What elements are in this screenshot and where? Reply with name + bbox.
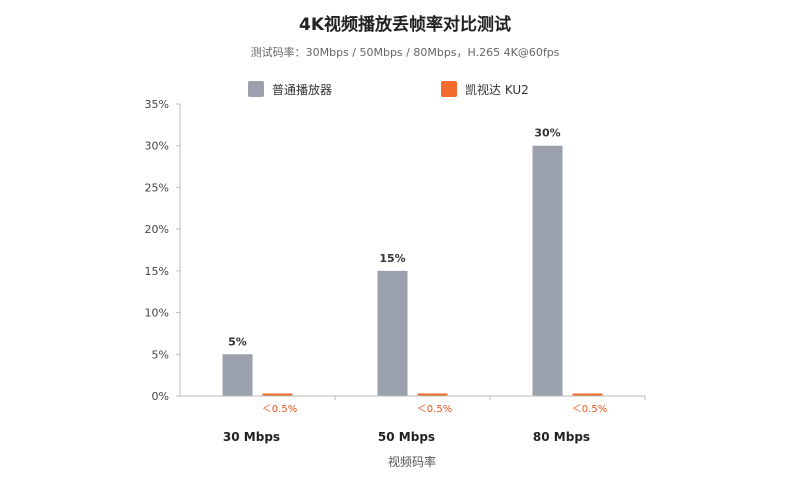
y-axis: 0% 5% 10% 15% 20% 25% 30% 35% [145,98,181,403]
legend-swatch-series-1 [248,81,264,97]
bar-series-1 [532,145,563,396]
x-tick-label: 30 Mbps [223,430,280,444]
bar-series-1 [222,354,253,396]
data-label-series-2: ＜0.5% [417,404,452,415]
y-tick-label: 35% [145,98,169,111]
legend-label-series-2: 凯视达 KU2 [465,82,529,97]
chart-title: 4K视频播放丢帧率对比测试 [299,14,511,35]
data-label-series-1: 30% [534,127,560,140]
bars: 5% ＜0.5% 15% ＜0.5% 30% ＜0.5% [222,127,607,415]
y-tick-label: 15% [145,265,169,278]
chart-subtitle: 测试码率：30Mbps / 50Mbps / 80Mbps，H.265 4K@6… [251,45,560,59]
legend: 普通播放器 凯视达 KU2 [248,81,529,97]
y-tick-label: 0% [152,390,169,403]
bar-series-2 [262,393,293,396]
x-axis: 30 Mbps 50 Mbps 80 Mbps [180,395,646,444]
y-tick-label: 5% [152,348,169,361]
data-label-series-2: ＜0.5% [262,404,297,415]
x-tick-label: 80 Mbps [533,430,590,444]
y-tick-label: 30% [145,140,169,153]
data-label-series-1: 15% [379,252,405,265]
bar-series-1 [377,270,408,396]
bar-series-2 [417,393,448,396]
bar-series-2 [572,393,603,396]
y-tick-label: 20% [145,223,169,236]
legend-label-series-1: 普通播放器 [272,82,332,97]
y-tick-label: 10% [145,307,169,320]
x-axis-title: 视频码率 [388,454,436,469]
y-tick-label: 25% [145,181,169,194]
data-label-series-2: ＜0.5% [572,404,607,415]
legend-swatch-series-2 [441,81,457,97]
data-label-series-1: 5% [228,335,247,348]
x-tick-label: 50 Mbps [378,430,435,444]
